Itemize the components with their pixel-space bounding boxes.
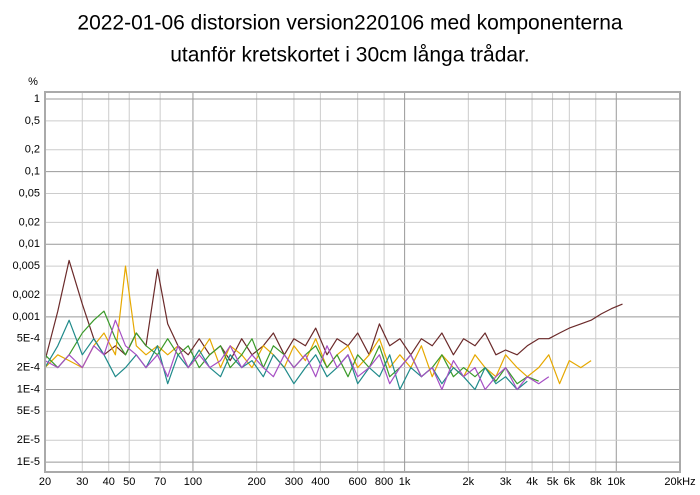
x-tick-label: 20kHz [664,476,695,488]
y-tick-label: 0,5 [25,115,40,127]
x-tick-label: 800 [375,476,393,488]
x-tick-label: 20 [39,476,51,488]
y-tick-label: 0,005 [12,260,40,272]
y-tick-label: 0,1 [25,166,40,178]
y-tick-label: 1E-4 [17,383,40,395]
x-tick-label: 30 [76,476,88,488]
series-line [44,319,550,391]
y-tick-label: 0,2 [25,144,40,156]
x-tick-label: 400 [311,476,329,488]
x-tick-label: 10k [607,476,625,488]
x-tick-label: 600 [348,476,366,488]
y-tick-label: 2E-4 [17,362,40,374]
x-tick-label: 200 [247,476,265,488]
x-tick-label: 4k [526,476,538,488]
x-tick-label: 6k [564,476,576,488]
x-tick-label: 300 [285,476,303,488]
chart-title: 2022-01-06 distorsion version220106 med … [77,12,623,35]
x-tick-label: 2k [463,476,475,488]
series-line [44,265,592,385]
x-tick-label: 100 [184,476,202,488]
y-tick-label: 0,02 [19,216,40,228]
x-tick-label: 70 [154,476,166,488]
y-tick-label: 0,002 [12,289,40,301]
x-tick-label: 50 [123,476,135,488]
y-tick-label: 5E-5 [17,405,40,417]
plot-area [45,92,680,472]
x-tick-label: 5k [547,476,559,488]
y-tick-label: 1E-5 [17,456,40,468]
plot-frame [44,91,681,473]
y-axis-label: % [28,76,38,88]
y-tick-label: 1 [34,93,40,105]
y-tick-label: 0,05 [19,187,40,199]
y-tick-label: 5E-4 [17,333,40,345]
x-tick-label: 3k [500,476,512,488]
x-tick-label: 8k [590,476,602,488]
x-tick-label: 40 [103,476,115,488]
y-tick-label: 0,001 [12,311,40,323]
y-tick-label: 0,01 [19,238,40,250]
y-tick-label: 2E-5 [17,434,40,446]
x-tick-label: 1k [399,476,411,488]
chart-title: utanför kretskortet i 30cm långa trådar. [170,44,530,67]
